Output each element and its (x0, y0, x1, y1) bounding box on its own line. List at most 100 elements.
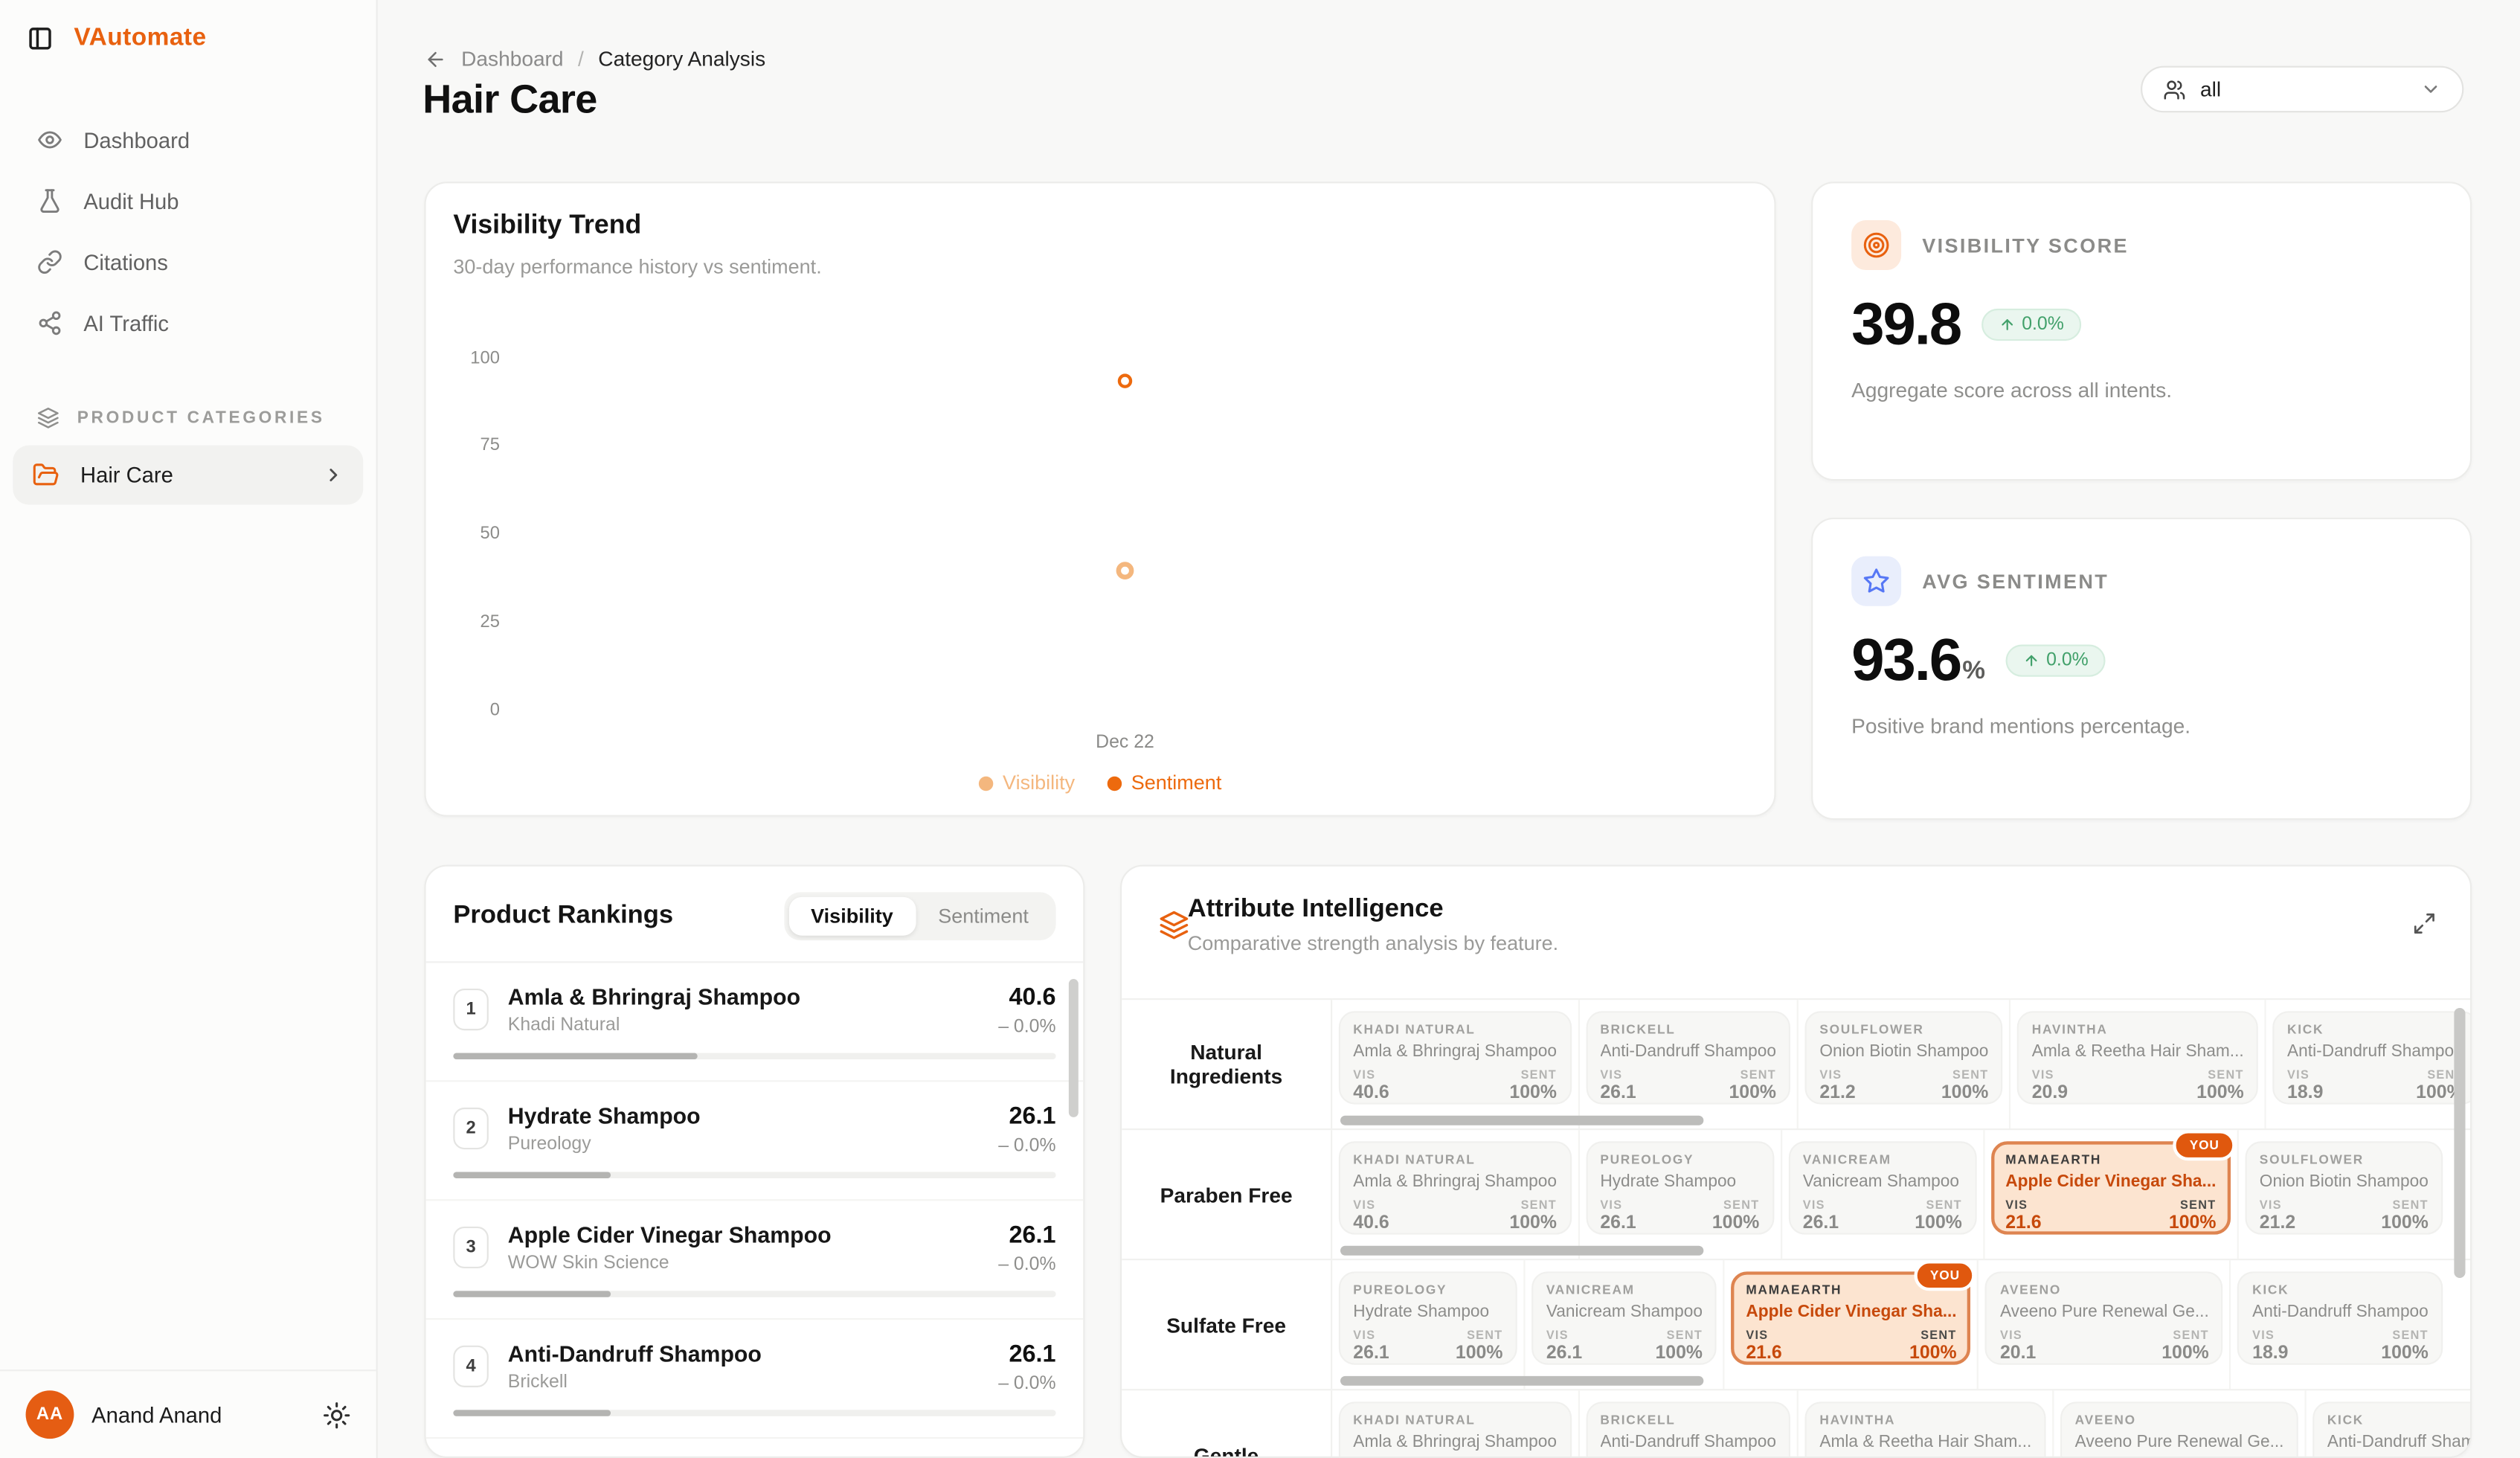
sidebar-item-dashboard[interactable]: Dashboard (19, 114, 357, 165)
card-brand: SOULFLOWER (2259, 1152, 2365, 1167)
attribute-label: Natural Ingredients (1122, 1000, 1333, 1129)
expand-icon[interactable] (2412, 911, 2436, 935)
arrow-up-icon (2024, 652, 2040, 669)
card-product: Amla & Bhringraj Shampoo (1353, 1172, 1557, 1192)
legend-item: Visibility (978, 771, 1075, 794)
attribute-card: VANICREAM Vanicream Shampoo VIS 26.1 SEN… (1788, 1141, 1977, 1235)
vis-label: VIS (1802, 1197, 1825, 1213)
card-brand: AVEENO (2074, 1413, 2136, 1428)
vis-label: VIS (2005, 1197, 2028, 1213)
sidebar-item-audit-hub[interactable]: Audit Hub (19, 176, 357, 227)
link-icon (37, 249, 63, 275)
y-tick-label: 25 (480, 611, 500, 632)
attribute-card: BRICKELL Anti-Dandruff Shampoo VIS SENT (1585, 1401, 1791, 1457)
sidebar-item-label: AI Traffic (83, 311, 169, 335)
chart-subtitle: 30-day performance history vs sentiment. (453, 255, 822, 278)
score-bar (453, 1410, 1056, 1416)
card-brand: KHADI NATURAL (1353, 1022, 1476, 1037)
delta-badge: 0.0% (2006, 644, 2106, 677)
product-brand: Khadi Natural (507, 1015, 620, 1035)
card-brand: AVEENO (1999, 1282, 2062, 1297)
attribute-label: Paraben Free (1122, 1130, 1333, 1259)
attribute-card: PUREOLOGY Hydrate Shampoo VIS 26.1 SENT … (1338, 1271, 1517, 1365)
card-brand: KHADI NATURAL (1353, 1152, 1476, 1167)
vis-value: 18.9 (2287, 1083, 2324, 1103)
layers-icon (1159, 910, 1189, 940)
you-badge: YOU (2173, 1130, 2236, 1161)
vertical-scrollbar[interactable] (1068, 979, 1079, 1117)
product-name: Hydrate Shampoo (507, 1102, 701, 1129)
app-logo: VAutomate (74, 24, 207, 52)
sidebar-item-hair-care[interactable]: Hair Care (13, 445, 364, 505)
card-brand: PUREOLOGY (1353, 1282, 1447, 1297)
sidebar-toggle-icon[interactable] (28, 26, 54, 52)
attribute-card: BRICKELL Anti-Dandruff Shampoo VIS 26.1 … (1585, 1011, 1791, 1105)
sidebar-nav: Dashboard Audit Hub Citations AI Traffic (0, 114, 376, 349)
attribute-cell: KHADI NATURAL Amla & Bhringraj Shampoo V… (1332, 1390, 1580, 1457)
sidebar-item-citations[interactable]: Citations (19, 237, 357, 288)
attribute-cell: BRICKELL Anti-Dandruff Shampoo VIS 26.1 … (1579, 1000, 1799, 1129)
vis-label: VIS (1546, 1327, 1569, 1343)
product-delta: – 0.0% (998, 1017, 1056, 1037)
sidebar-item-label: Dashboard (83, 127, 190, 152)
stat-value: 39.8 (1851, 291, 1962, 357)
product-delta: – 0.0% (998, 1255, 1056, 1275)
avg-sentiment-card: AVG SENTIMENT 93.6 % 0.0% Positive brand… (1811, 517, 2472, 820)
breadcrumb: Dashboard / Category Analysis (424, 47, 765, 71)
network-icon (37, 310, 63, 336)
attribute-cell: AVEENO Aveeno Pure Renewal Ge... VIS SEN… (2054, 1390, 2307, 1457)
vis-label: VIS (1353, 1067, 1376, 1082)
audience-filter-select[interactable]: all (2141, 65, 2464, 113)
product-delta: – 0.0% (998, 1374, 1056, 1394)
attribute-cell: VANICREAM Vanicream Shampoo VIS 26.1 SEN… (1526, 1260, 1726, 1390)
horizontal-scrollbar[interactable] (1340, 1375, 1704, 1386)
sent-value: 100% (1711, 1213, 1760, 1233)
tab-visibility[interactable]: Visibility (788, 896, 916, 936)
vis-value: 20.1 (1999, 1343, 2037, 1364)
chevron-right-icon (323, 465, 344, 486)
ranking-item[interactable]: 1 Amla & Bhringraj Shampoo Khadi Natural… (425, 963, 1084, 1082)
attribute-table: Natural Ingredients KHADI NATURAL Amla &… (1122, 998, 2470, 1457)
star-icon (1851, 556, 1902, 606)
ranking-item[interactable]: 4 Anti-Dandruff Shampoo Brickell 26.1 – … (425, 1320, 1084, 1439)
sidebar-item-ai-traffic[interactable]: AI Traffic (19, 298, 357, 349)
sent-value: 100% (2161, 1343, 2209, 1364)
attribute-intelligence-subtitle: Comparative strength analysis by feature… (1187, 932, 1559, 955)
attribute-card: AVEENO Aveeno Pure Renewal Ge... VIS SEN… (2060, 1401, 2298, 1457)
ranking-item[interactable]: 2 Hydrate Shampoo Pureology 26.1 – 0.0% (425, 1082, 1084, 1201)
sent-label: SENT (2427, 1067, 2463, 1082)
user-menu[interactable]: AA Anand Anand (0, 1369, 376, 1458)
vis-value: 21.2 (2259, 1213, 2296, 1233)
sun-icon[interactable] (323, 1401, 350, 1428)
product-delta: – 0.0% (998, 1136, 1056, 1156)
vertical-scrollbar[interactable] (2454, 1007, 2466, 1278)
sent-value: 100% (2381, 1343, 2429, 1364)
sent-value: 100% (2196, 1083, 2244, 1103)
card-brand: VANICREAM (1802, 1152, 1891, 1167)
score-bar (453, 1172, 1056, 1179)
breadcrumb-dashboard-link[interactable]: Dashboard (461, 46, 564, 71)
horizontal-scrollbar[interactable] (1340, 1245, 1704, 1256)
tab-sentiment[interactable]: Sentiment (916, 897, 1051, 936)
ranking-item[interactable]: 3 Apple Cider Vinegar Shampoo WOW Skin S… (425, 1201, 1084, 1320)
attribute-cell: YOU MAMAEARTH Apple Cider Vinegar Sha...… (1984, 1130, 2239, 1259)
vis-label: VIS (1353, 1197, 1376, 1213)
sent-value: 100% (1509, 1083, 1557, 1103)
card-product: Apple Cider Vinegar Sha... (2005, 1172, 2217, 1192)
product-score: 40.6 (1009, 983, 1056, 1012)
vis-label: VIS (2031, 1067, 2054, 1082)
sent-value: 100% (2381, 1213, 2429, 1233)
vis-label: VIS (2252, 1327, 2275, 1343)
arrow-left-icon[interactable] (424, 48, 446, 70)
horizontal-scrollbar[interactable] (1340, 1115, 1704, 1125)
card-brand: BRICKELL (1600, 1413, 1676, 1428)
card-brand: PUREOLOGY (1600, 1152, 1694, 1167)
sent-label: SENT (1920, 1327, 1957, 1343)
vis-label: VIS (2287, 1067, 2310, 1082)
sent-label: SENT (2180, 1197, 2217, 1213)
attribute-card: KICK Anti-Dandruff Shampoo VIS SENT (2312, 1401, 2470, 1457)
vis-label: VIS (2259, 1197, 2282, 1213)
product-categories-section-header: PRODUCT CATEGORIES (19, 407, 357, 429)
vis-label: VIS (1600, 1067, 1623, 1082)
sent-value: 100% (1915, 1213, 1962, 1233)
